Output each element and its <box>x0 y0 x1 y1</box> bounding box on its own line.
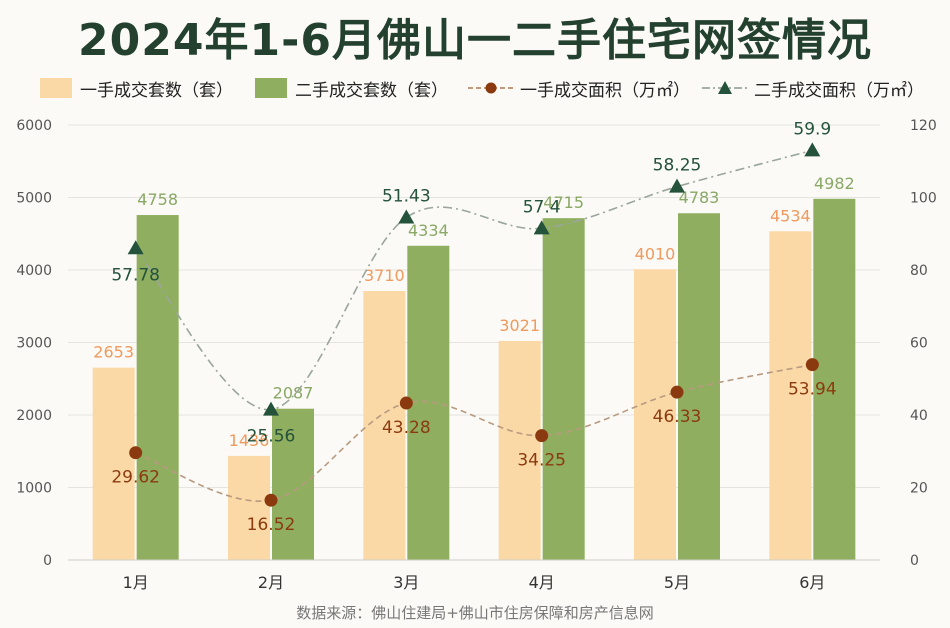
legend-swatch-bar1 <box>40 78 72 98</box>
point-label-series-3: 43.28 <box>382 418 431 438</box>
x-tick-label: 1月 <box>123 573 149 592</box>
bar-series-2 <box>542 218 585 560</box>
bar-series-1 <box>228 455 270 560</box>
legend-label-series-2: 二手成交套数（套） <box>295 80 448 101</box>
y-right-tick-label: 0 <box>910 553 919 569</box>
bar-value-label-series-1: 4010 <box>635 244 676 263</box>
bar-series-1 <box>92 367 135 560</box>
point-series-3 <box>805 358 819 372</box>
bar-series-1 <box>769 231 812 560</box>
legend-label-series-4: 二手成交面积（万㎡） <box>754 80 924 101</box>
point-series-3 <box>535 429 549 443</box>
legend-label-series-3: 一手成交面积（万㎡） <box>520 80 690 101</box>
legend-swatch-line2 <box>702 78 748 98</box>
point-label-series-3: 53.94 <box>788 380 837 400</box>
bar-series-2 <box>813 198 856 560</box>
point-label-series-4: 58.25 <box>653 156 702 176</box>
bar-value-label-series-2: 2087 <box>273 384 314 403</box>
y-left-tick-label: 5000 <box>16 191 52 207</box>
chart-area: 0 1000 2000 3000 4000 5000 6000 0 20 40 60 80 100 120… <box>0 105 950 605</box>
bar-value-label-series-1: 1436 <box>229 431 270 450</box>
x-tick-label: 3月 <box>393 573 419 592</box>
x-tick-label: 6月 <box>799 573 825 592</box>
bar-value-label-series-2: 4715 <box>543 193 584 212</box>
bar-series-2 <box>272 408 314 560</box>
bar-value-label-series-2: 4334 <box>408 221 449 240</box>
y-right-tick-label: 100 <box>910 191 937 207</box>
y-left-tick-label: 6000 <box>16 118 52 134</box>
bar-value-label-series-1: 3710 <box>364 266 405 285</box>
chart-title: 2024年1-6月佛山一二手住宅网签情况 <box>78 15 872 66</box>
bar-value-label-series-2: 4758 <box>137 190 178 209</box>
y-left-tick-label: 4000 <box>16 263 52 279</box>
point-label-series-4: 25.56 <box>247 427 296 447</box>
bar-series-1 <box>498 340 541 560</box>
legend-item-series-3: 一手成交面积（万㎡） <box>468 76 690 101</box>
y-left-tick-label: 0 <box>43 553 52 569</box>
bar-value-label-series-2: 4982 <box>814 174 855 193</box>
bar-series-2 <box>407 245 450 560</box>
bar-value-label-series-2: 4783 <box>679 188 720 207</box>
bar-value-label-series-1: 3021 <box>499 316 540 335</box>
bar-series-1 <box>363 291 406 560</box>
x-tick-label: 5月 <box>664 573 690 592</box>
bar-value-label-series-1: 4534 <box>770 206 811 225</box>
point-label-series-4: 57.78 <box>111 265 160 285</box>
point-series-4 <box>263 401 279 416</box>
legend-item-series-4: 二手成交面积（万㎡） <box>702 76 924 101</box>
y-right-tick-label: 60 <box>910 336 928 352</box>
point-series-4 <box>398 209 415 224</box>
legend-swatch-bar2 <box>255 78 287 98</box>
y-right-tick-label: 40 <box>910 408 928 424</box>
x-tick-label: 2月 <box>258 573 284 592</box>
point-label-series-4: 59.9 <box>793 119 831 139</box>
bar-series-1 <box>634 269 676 560</box>
point-label-series-3: 46.33 <box>653 407 702 427</box>
y-right-tick-label: 120 <box>910 118 937 134</box>
point-series-3 <box>129 446 143 460</box>
y-left-tick-label: 2000 <box>16 408 52 424</box>
y-right-tick-label: 20 <box>910 481 928 497</box>
point-label-series-4: 51.43 <box>382 186 431 206</box>
point-series-4 <box>669 178 685 193</box>
legend-label-series-1: 一手成交套数（套） <box>80 80 233 101</box>
point-series-4 <box>533 220 550 235</box>
legend-swatch-line1 <box>468 78 514 98</box>
bar-value-label-series-1: 2653 <box>93 343 134 362</box>
legend-item-series-1: 一手成交套数（套） <box>40 76 233 101</box>
point-label-series-3: 29.62 <box>111 468 160 488</box>
point-series-4 <box>804 142 821 157</box>
source-note: 数据来源：佛山住建局+佛山市住房保障和房产信息网 <box>296 604 654 622</box>
line-series-4 <box>135 149 813 411</box>
legend: 一手成交套数（套） 二手成交套数（套） 一手成交面积（万㎡） 二手成交面积（万㎡… <box>20 74 940 102</box>
point-series-3 <box>264 493 278 507</box>
legend-item-series-2: 二手成交套数（套） <box>255 76 448 101</box>
point-series-3 <box>399 396 413 410</box>
chart-svg: 0 1000 2000 3000 4000 5000 6000 0 20 40 60 80 100 120… <box>16 118 937 592</box>
point-series-4 <box>127 240 144 255</box>
x-tick-label: 4月 <box>529 573 555 592</box>
y-right-tick-label: 80 <box>910 263 928 279</box>
point-series-3 <box>670 385 684 399</box>
y-left-tick-label: 3000 <box>16 336 52 352</box>
bar-series-2 <box>136 215 179 561</box>
point-label-series-4: 57.4 <box>523 197 561 217</box>
point-label-series-3: 34.25 <box>517 451 566 471</box>
y-left-tick-label: 1000 <box>16 481 52 497</box>
point-label-series-3: 16.52 <box>247 515 296 535</box>
